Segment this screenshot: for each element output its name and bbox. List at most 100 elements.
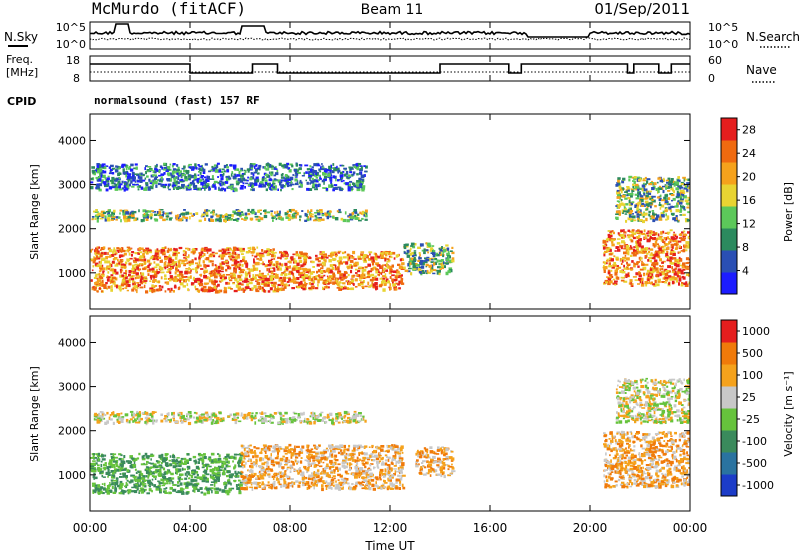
echo-cell — [169, 290, 171, 293]
echo-cell — [97, 467, 100, 470]
echo-cell — [274, 255, 276, 258]
echo-cell — [118, 250, 120, 253]
echo-cell — [261, 278, 265, 280]
echo-cell — [630, 279, 633, 282]
echo-cell — [187, 248, 189, 250]
n-sky-tick-low: 10^0 — [56, 38, 86, 51]
echo-cell — [257, 210, 260, 213]
echo-cell — [240, 185, 244, 187]
echo-cell — [645, 208, 647, 210]
echo-cell — [251, 279, 254, 281]
echo-cell — [319, 257, 321, 259]
echo-cell — [202, 178, 204, 180]
echo-cell — [99, 287, 101, 290]
echo-cell — [116, 464, 119, 467]
echo-cell — [354, 265, 358, 267]
echo-cell — [638, 272, 641, 275]
echo-cell — [222, 254, 226, 257]
echo-cell — [103, 287, 107, 289]
echo-cell — [272, 248, 275, 251]
echo-cell — [681, 231, 683, 233]
echo-cell — [194, 173, 196, 176]
echo-cell — [102, 284, 105, 287]
echo-cell — [686, 274, 688, 277]
echo-cell — [208, 458, 212, 460]
echo-cell — [263, 289, 265, 293]
echo-cell — [637, 202, 641, 205]
echo-cell — [198, 453, 200, 455]
echo-cell — [404, 244, 406, 247]
echo-cell — [252, 255, 254, 257]
echo-cell — [663, 190, 665, 193]
echo-cell — [185, 473, 187, 476]
echo-cell — [115, 219, 118, 221]
echo-cell — [258, 165, 261, 168]
echo-cell — [271, 173, 273, 176]
echo-cell — [679, 202, 683, 205]
echo-cell — [621, 258, 625, 260]
y-tick-label: 1000 — [58, 267, 86, 280]
echo-cell — [112, 214, 114, 217]
echo-cell — [139, 259, 142, 261]
echo-cell — [154, 218, 157, 220]
echo-cell — [674, 273, 678, 276]
echo-cell — [158, 170, 160, 173]
echo-cell — [350, 168, 354, 170]
echo-cell — [167, 166, 170, 169]
echo-cell — [355, 217, 359, 220]
echo-cell — [121, 274, 124, 277]
echo-cell — [620, 234, 624, 237]
echo-cell — [288, 278, 291, 281]
echo-cell — [627, 268, 630, 270]
echo-cell — [184, 271, 188, 274]
echo-cell — [275, 185, 277, 188]
echo-cell — [606, 248, 610, 251]
echo-cell — [328, 277, 330, 280]
n-search-tick-low: 10^0 — [708, 38, 738, 51]
echo-cell — [275, 261, 278, 263]
echo-cell — [623, 265, 625, 268]
echo-cell — [101, 175, 103, 178]
echo-cell — [301, 276, 305, 279]
echo-cell — [145, 182, 148, 185]
echo-cell — [608, 272, 611, 275]
echo-cell — [652, 238, 655, 240]
echo-cell — [405, 253, 408, 255]
echo-cell — [184, 179, 188, 182]
echo-cell — [164, 278, 167, 280]
echo-cell — [250, 218, 254, 221]
echo-cell — [271, 254, 274, 257]
colorbar-tick-label: 28 — [742, 124, 756, 137]
echo-cell — [651, 215, 654, 217]
echo-cell — [659, 186, 661, 188]
echo-cell — [182, 174, 186, 176]
echo-cell — [259, 254, 263, 256]
echo-cell — [609, 280, 613, 283]
echo-cell — [273, 282, 277, 285]
echo-cell — [167, 269, 170, 271]
echo-cell — [670, 253, 673, 255]
echo-cell — [364, 214, 366, 217]
echo-cell — [652, 234, 656, 236]
echo-cell — [390, 276, 392, 279]
echo-cell — [332, 278, 334, 280]
echo-cell — [186, 170, 190, 173]
echo-cell — [107, 491, 110, 494]
echo-cell — [165, 290, 167, 292]
echo-cell — [245, 260, 247, 263]
echo-cell — [661, 251, 663, 254]
echo-cell — [152, 183, 154, 186]
echo-cell — [136, 273, 139, 275]
echo-cell — [192, 268, 195, 270]
echo-cell — [98, 458, 100, 461]
echo-cell — [199, 169, 202, 171]
echo-cell — [617, 200, 620, 202]
echo-cell — [674, 240, 677, 242]
echo-cell — [323, 282, 326, 284]
echo-cell — [118, 262, 120, 264]
echo-cell — [233, 176, 236, 178]
echo-cell — [344, 277, 346, 280]
echo-cell — [287, 179, 291, 181]
echo-cell — [99, 168, 102, 171]
echo-cell — [165, 246, 167, 249]
